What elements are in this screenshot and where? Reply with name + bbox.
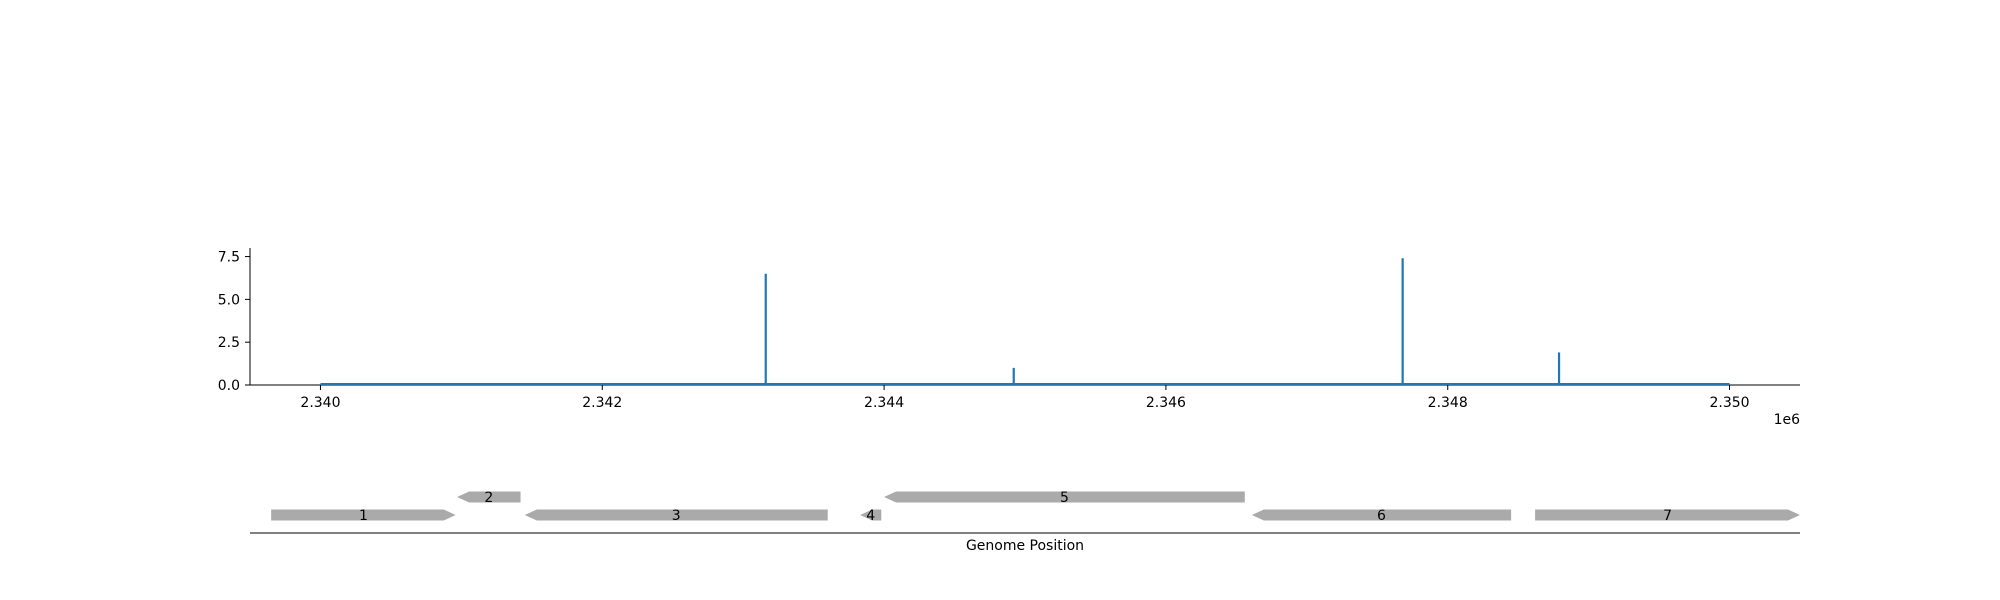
x-offset-label: 1e6 <box>1774 412 1801 428</box>
x-tick-label: 2.350 <box>1709 395 1749 411</box>
x-axis-title: Genome Position <box>966 538 1084 554</box>
gene-track: 1 2 3 4 5 6 7 Genome Position <box>250 490 1800 554</box>
x-tick-label: 2.342 <box>582 395 622 411</box>
gene-arrow <box>884 491 1245 503</box>
gene-arrow <box>1251 509 1512 521</box>
gene-label: 4 <box>866 508 875 524</box>
y-tick-label: 0.0 <box>218 378 240 394</box>
y-tick-label: 2.5 <box>218 335 240 351</box>
genes: 1 2 3 4 5 6 7 <box>271 490 1800 524</box>
x-tick-label: 2.346 <box>1146 395 1186 411</box>
coverage-bars <box>764 258 1561 385</box>
gene-arrow <box>457 491 521 503</box>
x-ticks: 2.340 2.342 2.344 2.346 2.348 2.350 <box>300 385 1750 411</box>
gene-arrow <box>860 509 882 521</box>
x-tick-label: 2.344 <box>864 395 904 411</box>
gene-arrow <box>271 509 456 521</box>
coverage-plot: 0.02.55.07.5 2.340 2.342 2.344 2.346 2.348 2.… <box>218 248 1800 428</box>
x-tick-label: 2.340 <box>300 395 340 411</box>
gene-label: 7 <box>1663 508 1672 524</box>
x-tick-label: 2.348 <box>1428 395 1468 411</box>
y-tick-label: 7.5 <box>218 250 240 266</box>
gene-label: 1 <box>359 508 368 524</box>
gene-label: 3 <box>672 508 681 524</box>
y-ticks: 0.0 2.5 5.0 7.5 <box>218 250 250 394</box>
gene-arrow <box>524 509 828 521</box>
gene-label: 5 <box>1060 490 1069 506</box>
gene-label: 6 <box>1377 508 1386 524</box>
gene-arrow <box>1535 509 1800 521</box>
y-tick-label: 5.0 <box>218 292 240 308</box>
gene-label: 2 <box>484 490 493 506</box>
